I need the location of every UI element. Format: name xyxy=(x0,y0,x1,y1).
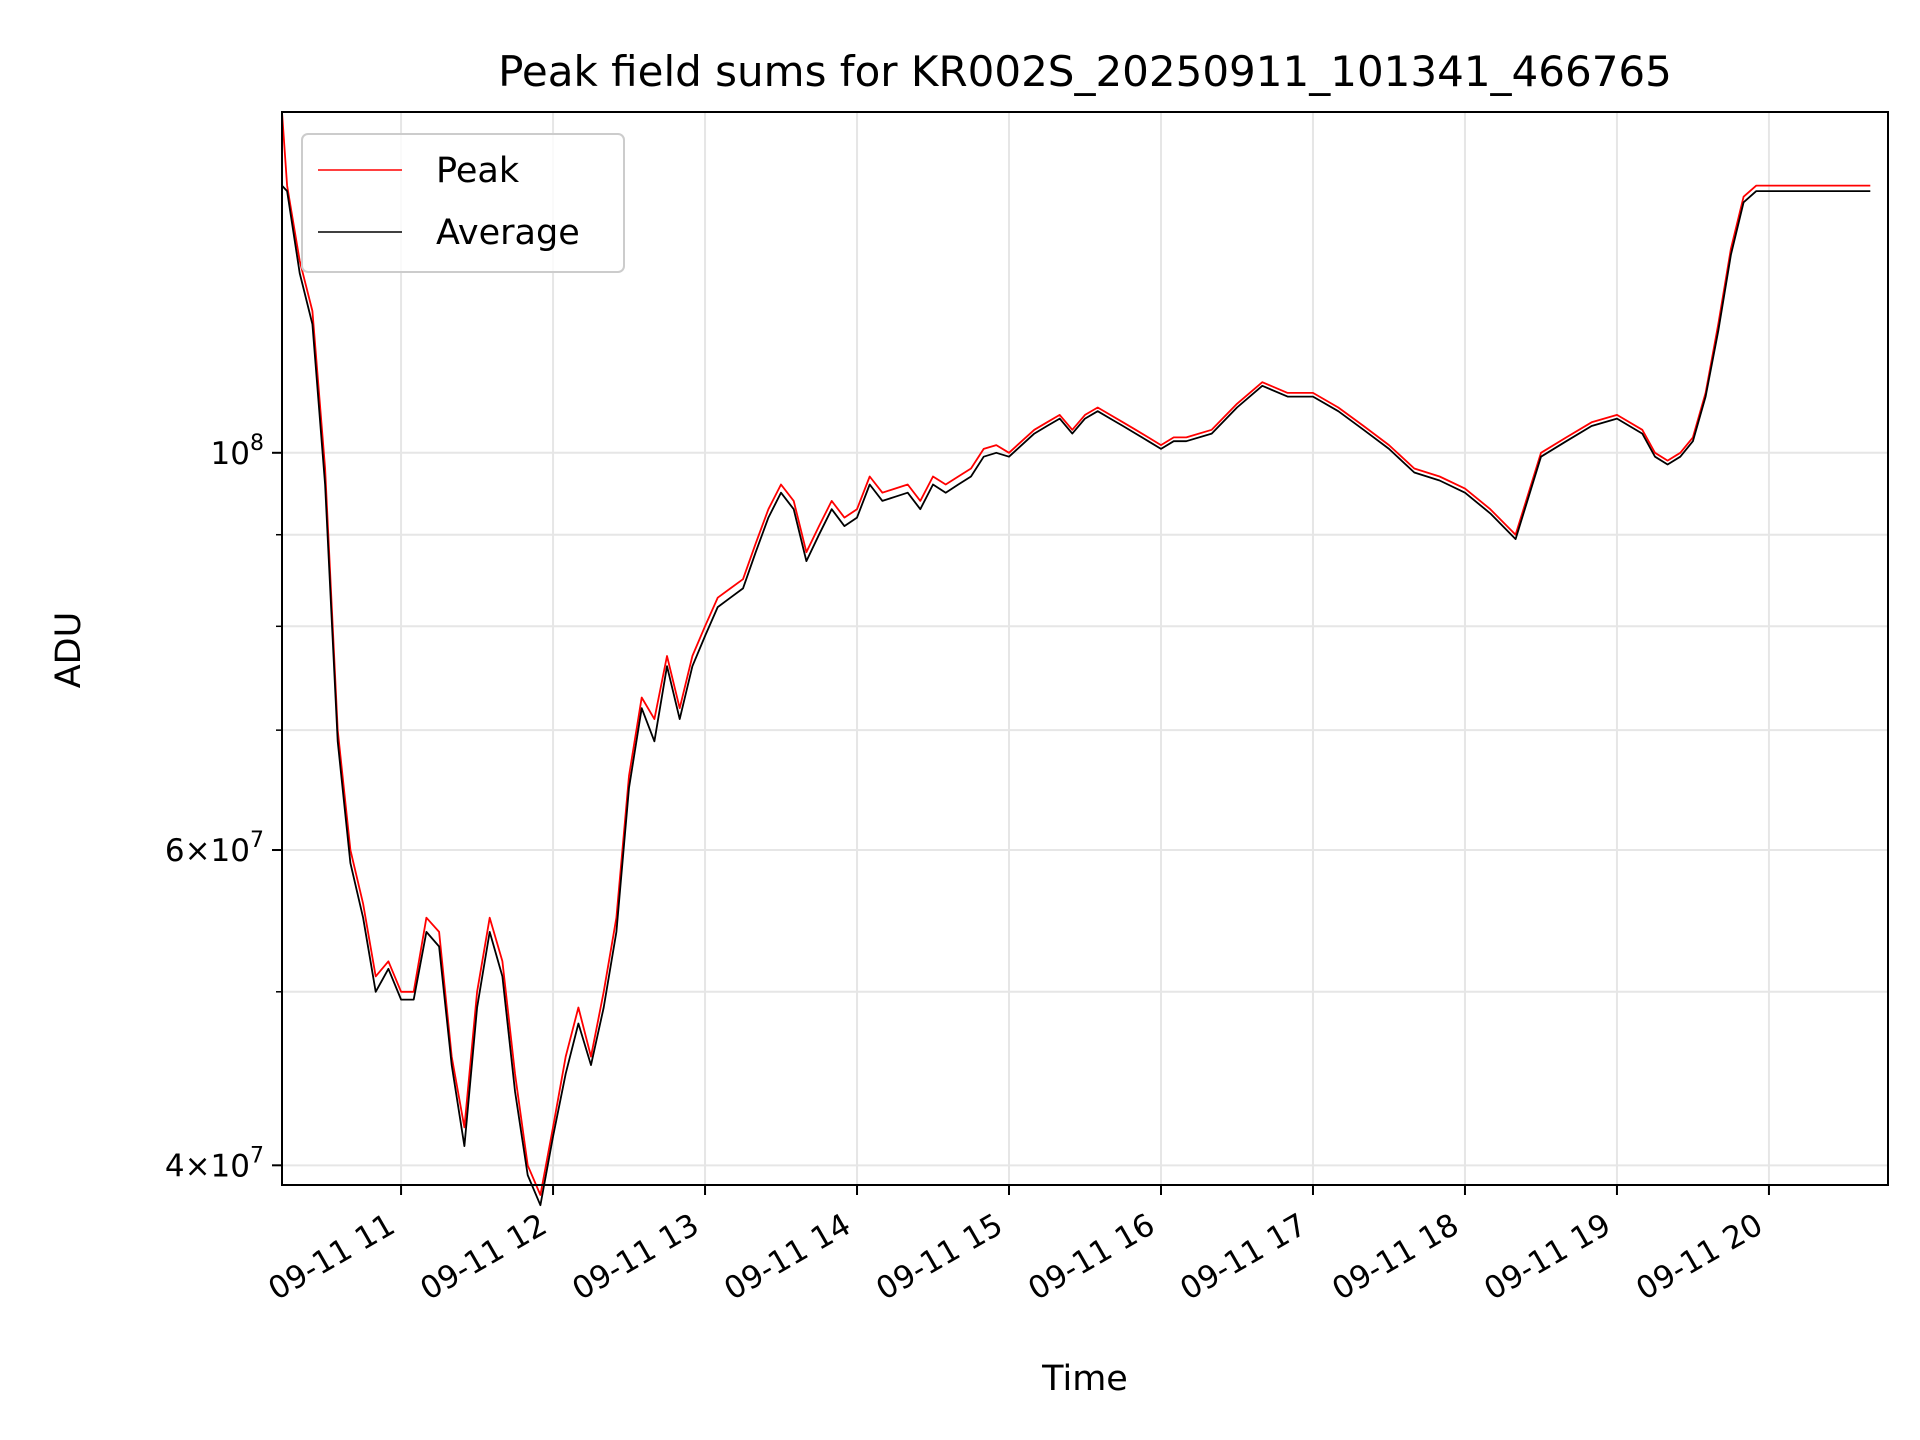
legend-label-average: Average xyxy=(436,213,580,253)
series-line-average xyxy=(281,184,1871,1207)
y-axis-label: ADU xyxy=(49,612,89,689)
legend-label-peak: Peak xyxy=(436,151,520,191)
chart-title: Peak field sums for KR002S_20250911_1013… xyxy=(498,47,1672,96)
grid xyxy=(282,112,1888,1185)
plot-frame xyxy=(281,111,1889,1186)
series-layer xyxy=(281,111,1871,1207)
y-tick-label: 6×107 xyxy=(165,828,264,869)
x-axis-label: Time xyxy=(1041,1359,1128,1399)
legend-box xyxy=(301,133,625,273)
y-tick-label: 108 xyxy=(211,431,264,472)
y-tick-label: 4×107 xyxy=(165,1143,264,1184)
legend: Peak Average xyxy=(301,133,625,273)
series-line-peak xyxy=(281,111,1871,1196)
